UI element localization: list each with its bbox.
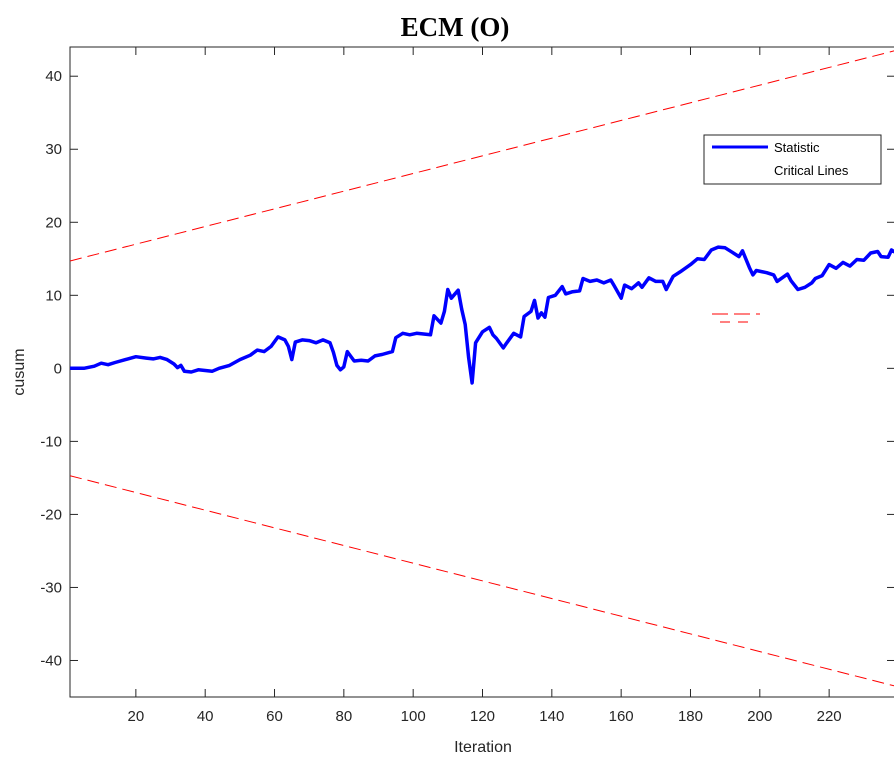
- y-axis: -40 -30 -20 -10 0 10 20 30 40: [40, 68, 894, 669]
- y-tick-label: -40: [40, 652, 62, 669]
- x-tick-label: 20: [128, 708, 145, 725]
- x-tick-label: 220: [817, 708, 842, 725]
- y-axis-label: cusum: [11, 348, 28, 395]
- chart-title: ECM (O): [401, 12, 510, 42]
- x-tick-label: 80: [336, 708, 353, 725]
- y-tick-label: -20: [40, 506, 62, 523]
- x-tick-label: 140: [539, 708, 564, 725]
- legend-swatch-critical-lines: [712, 313, 760, 323]
- x-axis: 20 40 60 80 100 120 140 160 180 200 220: [128, 47, 842, 725]
- series-layer: [70, 50, 894, 687]
- upper-critical-line: [70, 50, 894, 262]
- statistic-line: [70, 245, 894, 385]
- x-tick-label: 120: [470, 708, 495, 725]
- legend-label-critical-lines: Critical Lines: [774, 163, 849, 178]
- legend-box: [703, 134, 882, 185]
- y-tick-label: 0: [54, 360, 62, 377]
- y-tick-label: 10: [45, 287, 62, 304]
- y-tick-label: 20: [45, 214, 62, 231]
- y-tick-label: 40: [45, 68, 62, 85]
- legend-label-statistic: Statistic: [774, 140, 820, 155]
- lower-critical-line: [70, 475, 894, 687]
- x-tick-label: 40: [197, 708, 214, 725]
- x-tick-label: 60: [266, 708, 283, 725]
- x-tick-label: 100: [401, 708, 426, 725]
- x-axis-label: Iteration: [454, 739, 512, 756]
- x-tick-label: 200: [747, 708, 772, 725]
- x-tick-label: 180: [678, 708, 703, 725]
- y-tick-label: -10: [40, 433, 62, 450]
- x-tick-label: 160: [609, 708, 634, 725]
- y-tick-label: -30: [40, 579, 62, 596]
- y-tick-label: 30: [45, 141, 62, 158]
- legend: Statistic Critical Lines: [703, 134, 882, 185]
